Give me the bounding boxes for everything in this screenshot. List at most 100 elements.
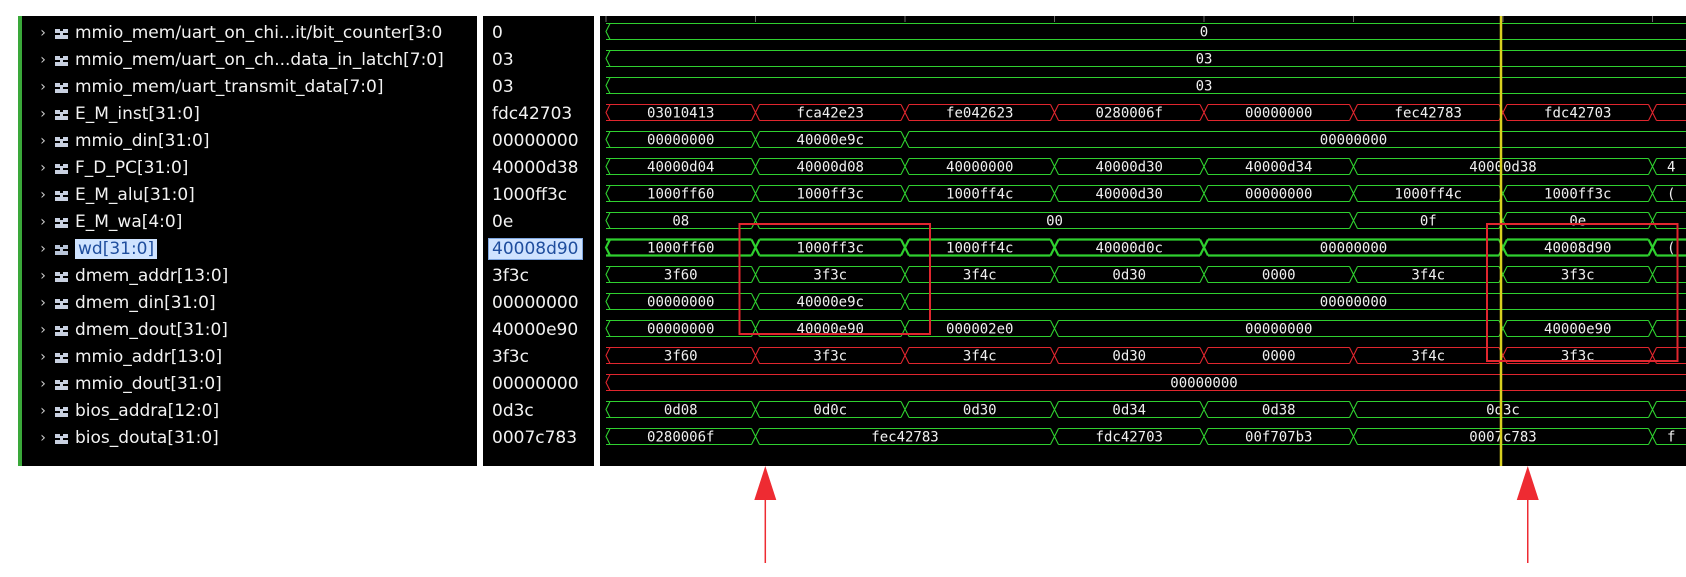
bus-transition: [900, 158, 910, 175]
bus-segment: [1058, 238, 1200, 257]
signal-name[interactable]: mmio_addr[13:0]: [75, 346, 223, 367]
signal-name[interactable]: mmio_din[31:0]: [75, 130, 210, 151]
chevron-right-icon[interactable]: ›: [40, 375, 46, 392]
signal-name[interactable]: E_M_alu[31:0]: [75, 184, 195, 205]
signal-name[interactable]: bios_douta[31:0]: [75, 427, 219, 448]
signal-value: 00000000: [492, 292, 579, 313]
chevron-right-icon[interactable]: ›: [40, 105, 46, 122]
signal-row[interactable]: › mmio_mem/uart_transmit_data[7:0]: [22, 73, 477, 100]
bus-segment: [1058, 157, 1200, 176]
waveform-row: 03: [605, 76, 1686, 95]
panel-divider[interactable]: [477, 16, 483, 466]
bus-transition: [605, 428, 611, 445]
signal-value-row: 1000ff3c: [483, 181, 594, 208]
chevron-right-icon[interactable]: ›: [40, 240, 46, 257]
bus-segment: [909, 346, 1051, 365]
bus-segment: [606, 346, 752, 365]
signal-row[interactable]: › mmio_din[31:0]: [22, 127, 477, 154]
signal-value-row: fdc42703: [483, 100, 594, 127]
panel-divider[interactable]: [594, 16, 600, 466]
chevron-right-icon[interactable]: ›: [40, 51, 46, 68]
chevron-right-icon[interactable]: ›: [40, 132, 46, 149]
bus-value-label: 3f4c: [1411, 268, 1445, 284]
signal-row[interactable]: › dmem_addr[13:0]: [22, 262, 477, 289]
signal-row[interactable]: › dmem_din[31:0]: [22, 289, 477, 316]
bus-segment: [909, 319, 1051, 338]
chevron-right-icon[interactable]: ›: [40, 321, 46, 338]
signal-name[interactable]: mmio_mem/uart_transmit_data[7:0]: [75, 76, 384, 97]
bus-segment: [759, 427, 1051, 446]
signal-name[interactable]: mmio_mem/uart_on_chi...it/bit_counter[3:…: [75, 22, 443, 43]
bus-value-label: 00000000: [1245, 187, 1312, 203]
chevron-right-icon[interactable]: ›: [40, 267, 46, 284]
bus-segment: [759, 292, 901, 311]
signal-name[interactable]: dmem_dout[31:0]: [75, 319, 228, 340]
signal-name[interactable]: bios_addra[12:0]: [75, 400, 220, 421]
bus-segment: [909, 103, 1051, 122]
bus-segment: [1058, 427, 1200, 446]
bus-signal-icon: [54, 269, 70, 283]
signal-name[interactable]: dmem_din[31:0]: [75, 292, 216, 313]
chevron-right-icon[interactable]: ›: [40, 213, 46, 230]
bus-segment: [606, 292, 752, 311]
chevron-right-icon[interactable]: ›: [40, 429, 46, 446]
bus-segment: [1656, 319, 1686, 338]
bus-segment: [606, 373, 1686, 392]
signal-row[interactable]: › wd[31:0]: [22, 235, 477, 262]
signal-value: 40000e90: [492, 319, 579, 340]
chevron-right-icon[interactable]: ›: [40, 348, 46, 365]
signal-name[interactable]: E_M_wa[4:0]: [75, 211, 183, 232]
bus-segment: [1656, 427, 1686, 446]
signal-row[interactable]: › mmio_mem/uart_on_chi...it/bit_counter[3…: [22, 19, 477, 46]
signal-row[interactable]: › mmio_dout[31:0]: [22, 370, 477, 397]
chevron-right-icon[interactable]: ›: [40, 78, 46, 95]
signal-row[interactable]: › bios_addra[12:0]: [22, 397, 477, 424]
bus-transition: [605, 401, 611, 418]
bus-value-label: 40000d38: [1469, 160, 1536, 176]
signal-name[interactable]: wd[31:0]: [75, 238, 158, 259]
chevron-right-icon[interactable]: ›: [40, 294, 46, 311]
signal-value: 1000ff3c: [492, 184, 568, 205]
signal-value: 03: [492, 49, 514, 70]
bus-segment: [1656, 184, 1686, 203]
signal-row[interactable]: › mmio_addr[13:0]: [22, 343, 477, 370]
bus-transition: [900, 266, 910, 283]
signal-name[interactable]: mmio_dout[31:0]: [75, 373, 222, 394]
signal-name[interactable]: mmio_mem/uart_on_ch...data_in_latch[7:0]: [75, 49, 444, 70]
chevron-right-icon[interactable]: ›: [40, 159, 46, 176]
signal-name[interactable]: F_D_PC[31:0]: [75, 157, 189, 178]
signal-row[interactable]: › E_M_alu[31:0]: [22, 181, 477, 208]
signal-row[interactable]: › F_D_PC[31:0]: [22, 154, 477, 181]
chevron-right-icon[interactable]: ›: [40, 24, 46, 41]
signal-name[interactable]: E_M_inst[31:0]: [75, 103, 200, 124]
signal-name[interactable]: dmem_addr[13:0]: [75, 265, 229, 286]
chevron-right-icon[interactable]: ›: [40, 186, 46, 203]
bus-segment: [1208, 265, 1350, 284]
signal-row[interactable]: › mmio_mem/uart_on_ch...data_in_latch[7:0…: [22, 46, 477, 73]
bus-value-label: 00000000: [1320, 295, 1387, 311]
bus-segment: [1507, 184, 1649, 203]
signal-row[interactable]: › E_M_inst[31:0]: [22, 100, 477, 127]
waveform-row: 0d08 0d0c 0d30 0d34 0d38 0d3c: [605, 400, 1686, 419]
bus-segment: [1656, 238, 1686, 257]
signal-row[interactable]: › E_M_wa[4:0]: [22, 208, 477, 235]
signal-row[interactable]: › dmem_dout[31:0]: [22, 316, 477, 343]
bus-transition: [1349, 266, 1358, 283]
bus-segment: [606, 184, 752, 203]
bus-transition: [1349, 401, 1358, 418]
signal-value-row: 3f3c: [483, 262, 594, 289]
waveform-panel[interactable]: 0 03 03 03010413 fca42e23 fe042623 0280006f 000…: [600, 16, 1686, 466]
bus-value-label: 0f: [1420, 214, 1437, 230]
bus-segment: [1058, 400, 1200, 419]
bus-transition: [900, 293, 910, 310]
signal-names-panel[interactable]: › mmio_mem/uart_on_chi...it/bit_counter[3…: [22, 16, 477, 466]
signal-value-row: 0d3c: [483, 397, 594, 424]
highlight-box: [738, 223, 931, 335]
bus-segment: [759, 103, 901, 122]
signal-row[interactable]: › bios_douta[31:0]: [22, 424, 477, 451]
bus-transition: [1199, 185, 1209, 202]
chevron-right-icon[interactable]: ›: [40, 402, 46, 419]
waveform-row: 40000d04 40000d08 40000000 40000d30 40000d34…: [605, 157, 1686, 176]
bus-segment: [1357, 427, 1649, 446]
